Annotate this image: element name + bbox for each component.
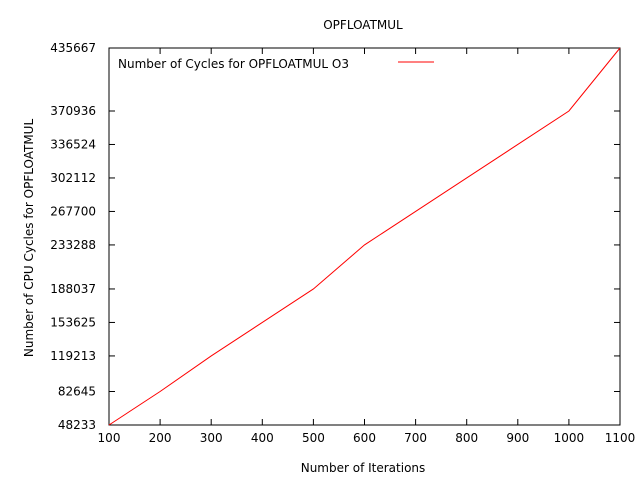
chart-title: OPFLOATMUL — [323, 18, 403, 32]
y-tick-label: 302112 — [50, 171, 96, 185]
y-tick-label: 48233 — [58, 418, 96, 432]
y-axis-label: Number of CPU Cycles for OPFLOATMUL — [22, 119, 36, 358]
x-axis-ticks: 100 200 300 400 500 600 700 800 900 1000 1100 — [98, 48, 636, 445]
x-axis-label: Number of Iterations — [301, 461, 426, 475]
x-tick-label: 800 — [455, 431, 478, 445]
y-tick-label: 119213 — [50, 349, 96, 363]
y-tick-label: 233288 — [50, 238, 96, 252]
x-tick-label: 100 — [98, 431, 121, 445]
x-tick-label: 300 — [200, 431, 223, 445]
y-tick-label: 188037 — [50, 282, 96, 296]
plot-frame — [108, 47, 621, 426]
y-tick-label: 336524 — [50, 137, 96, 151]
legend-label: Number of Cycles for OPFLOATMUL O3 — [118, 57, 349, 71]
y-tick-label: 435667 — [50, 41, 96, 55]
y-tick-label: 153625 — [50, 315, 96, 329]
x-tick-label: 1000 — [554, 431, 585, 445]
series-line — [108, 47, 621, 426]
y-tick-label: 82645 — [58, 385, 96, 399]
x-tick-label: 600 — [353, 431, 376, 445]
x-tick-label: 400 — [251, 431, 274, 445]
x-tick-label: 500 — [302, 431, 325, 445]
x-tick-label: 1100 — [605, 431, 636, 445]
y-tick-label: 267700 — [50, 204, 96, 218]
x-tick-label: 900 — [506, 431, 529, 445]
legend: Number of Cycles for OPFLOATMUL O3 — [118, 57, 434, 71]
x-tick-label: 200 — [149, 431, 172, 445]
y-axis-ticks: 48233 82645 119213 153625 188037 233288 267700… — [50, 41, 620, 432]
series-group — [108, 47, 621, 426]
x-tick-label: 700 — [404, 431, 427, 445]
y-tick-label: 370936 — [50, 104, 96, 118]
